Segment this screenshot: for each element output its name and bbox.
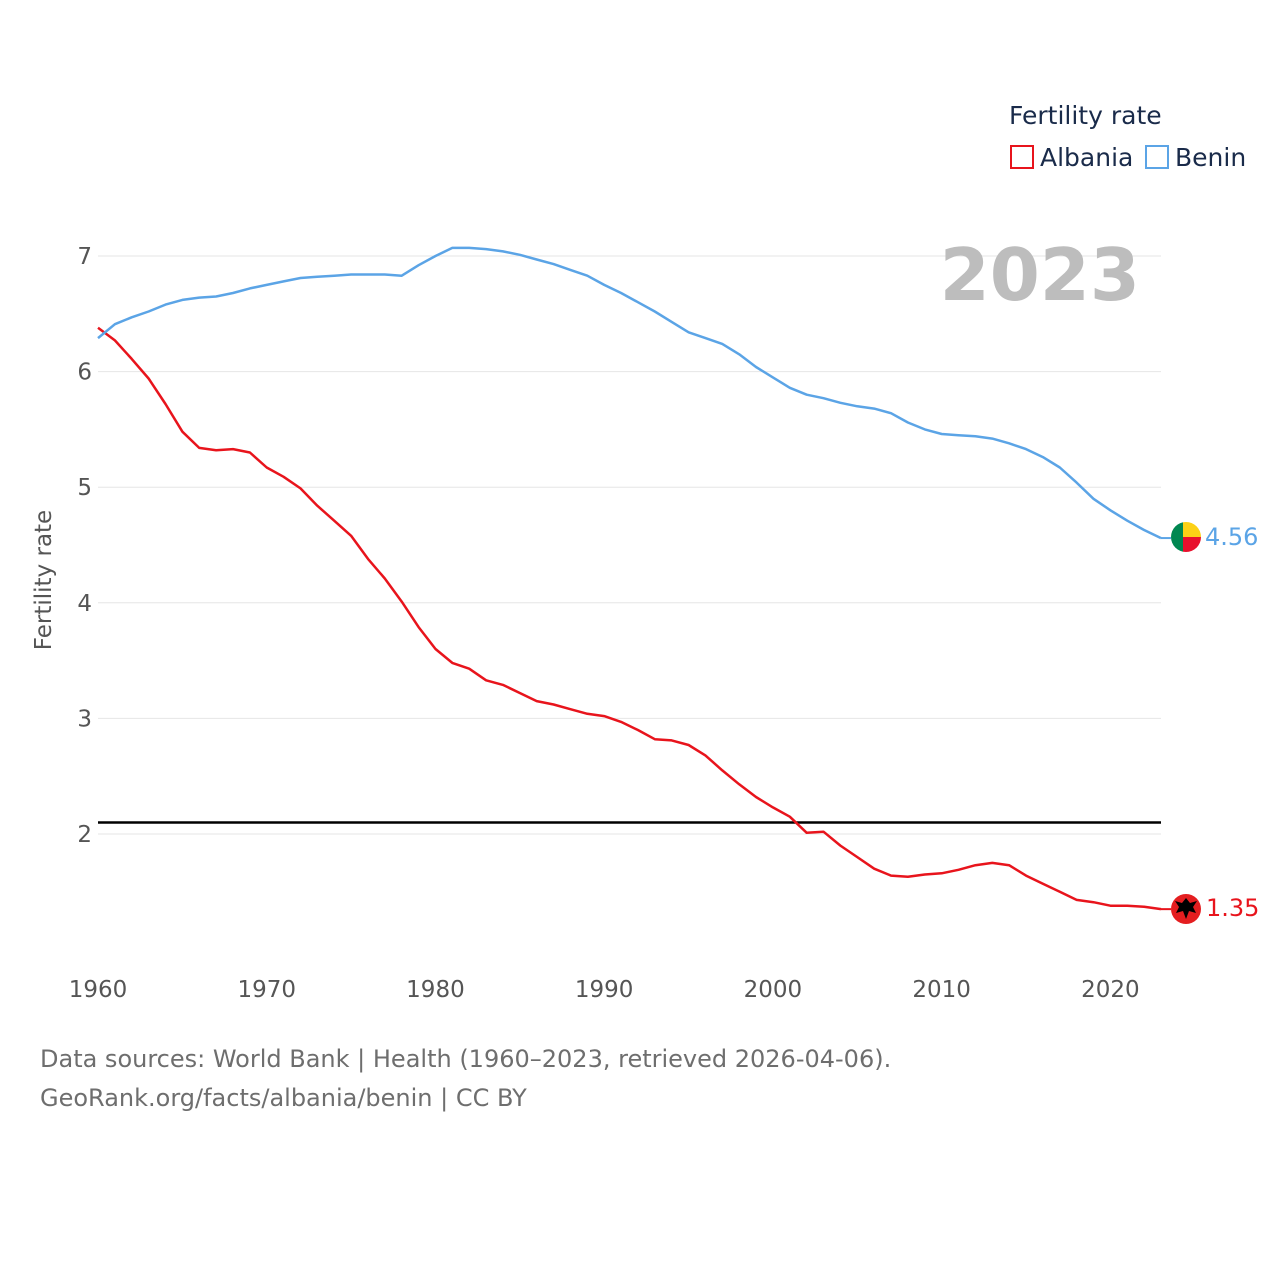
y-tick-label: 2 — [77, 822, 92, 848]
y-tick-label: 7 — [77, 244, 92, 270]
y-tick-label: 3 — [77, 706, 92, 732]
x-tick-label: 1990 — [575, 977, 634, 1003]
footer-data-sources: Data sources: World Bank | Health (1960–… — [40, 1045, 892, 1073]
series-line-albania[interactable] — [97, 326, 1162, 911]
albania-end-value: 1.35 — [1206, 894, 1259, 922]
x-axis-ticks: 1960 1970 1980 1990 2000 2010 2020 — [69, 977, 1140, 1003]
benin-flag-icon — [1171, 522, 1201, 552]
year-label: 2023 — [940, 233, 1140, 317]
x-tick-label: 2020 — [1081, 977, 1140, 1003]
y-tick-label: 6 — [77, 360, 92, 386]
series-line-benin[interactable] — [97, 246, 1162, 540]
footer-attribution: GeoRank.org/facts/albania/benin | CC BY — [40, 1084, 527, 1112]
albania-flag-icon — [1171, 894, 1201, 924]
legend-label-albania[interactable]: Albania — [1040, 143, 1133, 172]
legend-label-benin[interactable]: Benin — [1175, 143, 1246, 172]
x-tick-label: 2010 — [912, 977, 971, 1003]
benin-end-value: 4.56 — [1205, 523, 1258, 551]
legend-title: Fertility rate — [1009, 101, 1162, 130]
gridlines — [98, 255, 1161, 835]
x-tick-label: 1980 — [406, 977, 465, 1003]
x-tick-label: 2000 — [744, 977, 803, 1003]
x-tick-label: 1960 — [69, 977, 128, 1003]
legend: Fertility rate Albania Benin — [1009, 101, 1246, 172]
legend-swatch-benin[interactable] — [1145, 145, 1169, 169]
x-tick-label: 1970 — [237, 977, 296, 1003]
y-axis-ticks: 2 3 4 5 6 7 — [77, 244, 92, 848]
y-tick-label: 4 — [77, 591, 92, 617]
y-axis-title: Fertility rate — [31, 510, 57, 650]
series-lines — [97, 246, 1171, 911]
y-tick-label: 5 — [77, 475, 92, 501]
legend-swatch-albania[interactable] — [1010, 145, 1034, 169]
